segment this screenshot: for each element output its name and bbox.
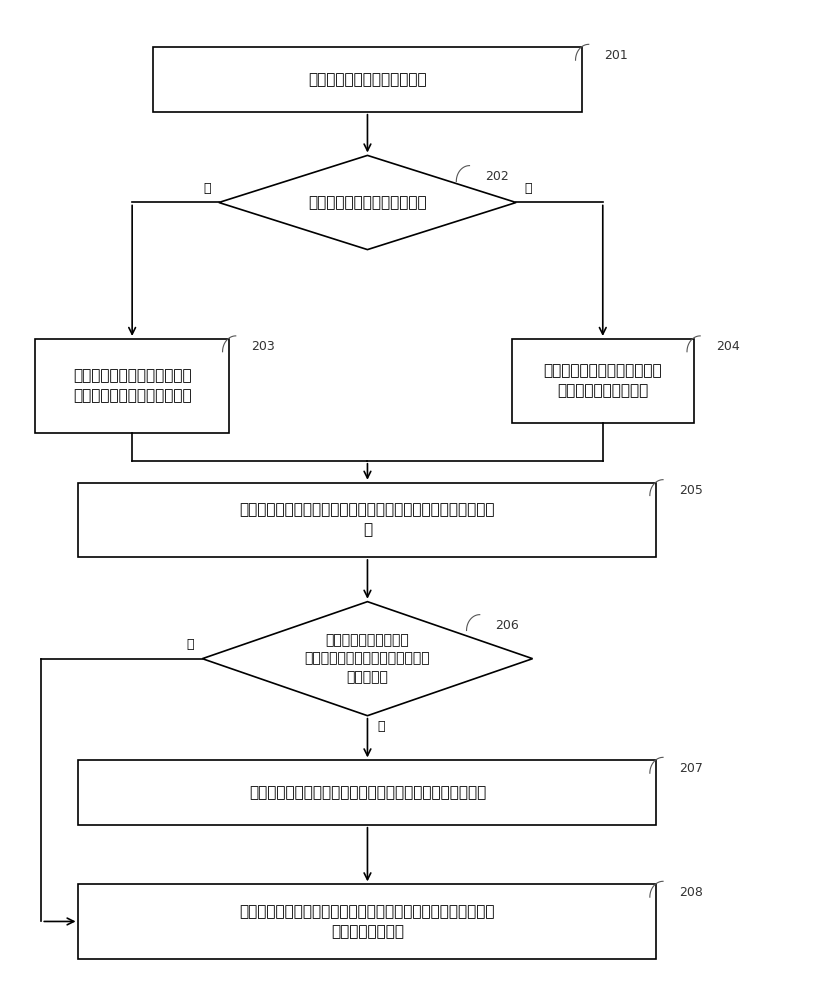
Text: 判断目标用户是否使用过冰箱: 判断目标用户是否使用过冰箱 [308,195,427,210]
Text: 根据目标进食食物数量
判断目标食物在冰箱内当前存放数
量是否充足: 根据目标进食食物数量 判断目标食物在冰箱内当前存放数 量是否充足 [304,633,430,684]
FancyBboxPatch shape [35,339,229,433]
Text: 调节目标食物所在区域的温度，使得目标食物在目标进食时间点
达到目标食物状态: 调节目标食物所在区域的温度，使得目标食物在目标进食时间点 达到目标食物状态 [239,904,495,939]
Text: 是: 是 [187,638,194,651]
Text: 207: 207 [679,762,702,775]
FancyBboxPatch shape [78,483,656,557]
Text: 201: 201 [605,49,628,62]
Text: 203: 203 [252,340,275,353]
Text: 204: 204 [716,340,740,353]
Text: 通过冰箱连接的局域网搜索目
标用户的目标喜好信息: 通过冰箱连接的局域网搜索目 标用户的目标喜好信息 [544,364,662,398]
Text: 202: 202 [485,170,509,183]
Text: 根据获取的目标食物种类，在冰箱内当前存放食物中确定目标食
物: 根据获取的目标食物种类，在冰箱内当前存放食物中确定目标食 物 [239,502,495,537]
Text: 否: 否 [377,720,384,733]
Polygon shape [203,602,533,716]
Text: 确定需要使用冰箱的目标用户: 确定需要使用冰箱的目标用户 [308,72,427,87]
Polygon shape [219,155,516,250]
Text: 获取冰箱预存的目标用户的历
史喜好信息作为目标喜好信息: 获取冰箱预存的目标用户的历 史喜好信息作为目标喜好信息 [73,369,192,403]
Text: 206: 206 [495,619,520,632]
Text: 205: 205 [679,484,702,497]
Text: 发送提示目标食物当前存放数量不足的提示信息给目标用户: 发送提示目标食物当前存放数量不足的提示信息给目标用户 [249,785,486,800]
FancyBboxPatch shape [78,884,656,959]
FancyBboxPatch shape [153,47,582,112]
Text: 否: 否 [525,182,532,195]
Text: 208: 208 [679,886,702,899]
Text: 是: 是 [203,182,210,195]
FancyBboxPatch shape [78,760,656,825]
FancyBboxPatch shape [512,339,694,423]
